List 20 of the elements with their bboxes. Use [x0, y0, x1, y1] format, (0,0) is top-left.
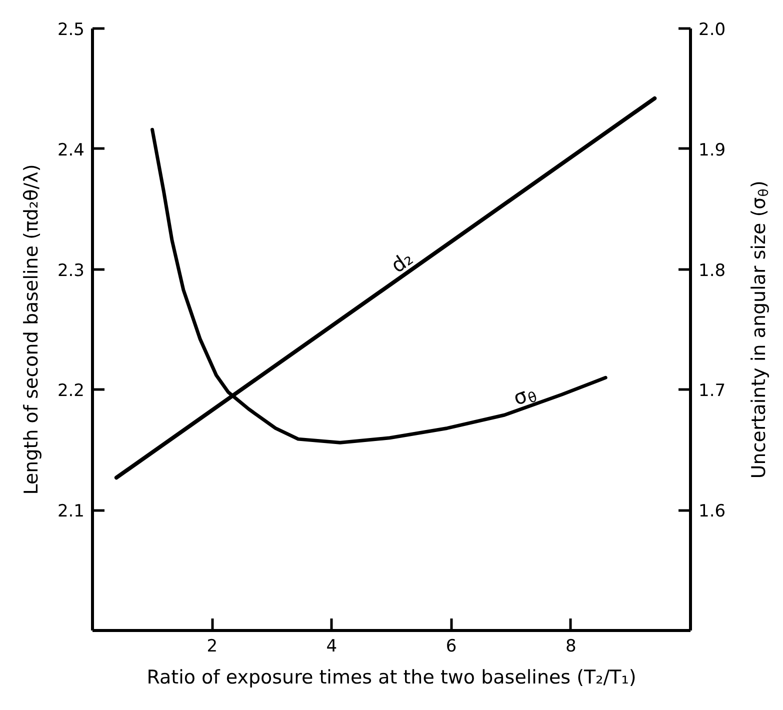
x-tick-label: 6 — [446, 636, 457, 656]
y-tick-label: 2.1 — [57, 502, 85, 522]
x-tick-label: 8 — [565, 636, 576, 656]
y-tick-label: 2.3 — [57, 260, 85, 281]
x-tick-label: 2 — [206, 636, 218, 656]
y2-axis-title: Uncertainty in angular size (σθ) — [748, 180, 772, 479]
y-axis-title: Length of second baseline (πd₂θ/λ) — [20, 164, 42, 495]
y2-tick-label: 1.9 — [698, 140, 726, 160]
text: d₂ — [386, 246, 418, 278]
y2-tick-label: 1.6 — [698, 502, 726, 522]
text: σθ — [510, 383, 540, 410]
y-tick-label: 2.2 — [57, 381, 85, 402]
y2-tick-label: 1.7 — [698, 381, 726, 402]
y-tick-label: 2.4 — [57, 140, 85, 160]
y2-tick-label: 1.8 — [698, 260, 726, 281]
x-tick-label: 4 — [326, 636, 338, 656]
y-tick-label: 2.5 — [57, 20, 85, 40]
x-axis-title: Ratio of exposure times at the two baselines (T₂/T₁) — [146, 666, 636, 688]
y2-tick-label: 2.0 — [698, 20, 726, 40]
line-series — [150, 128, 608, 444]
